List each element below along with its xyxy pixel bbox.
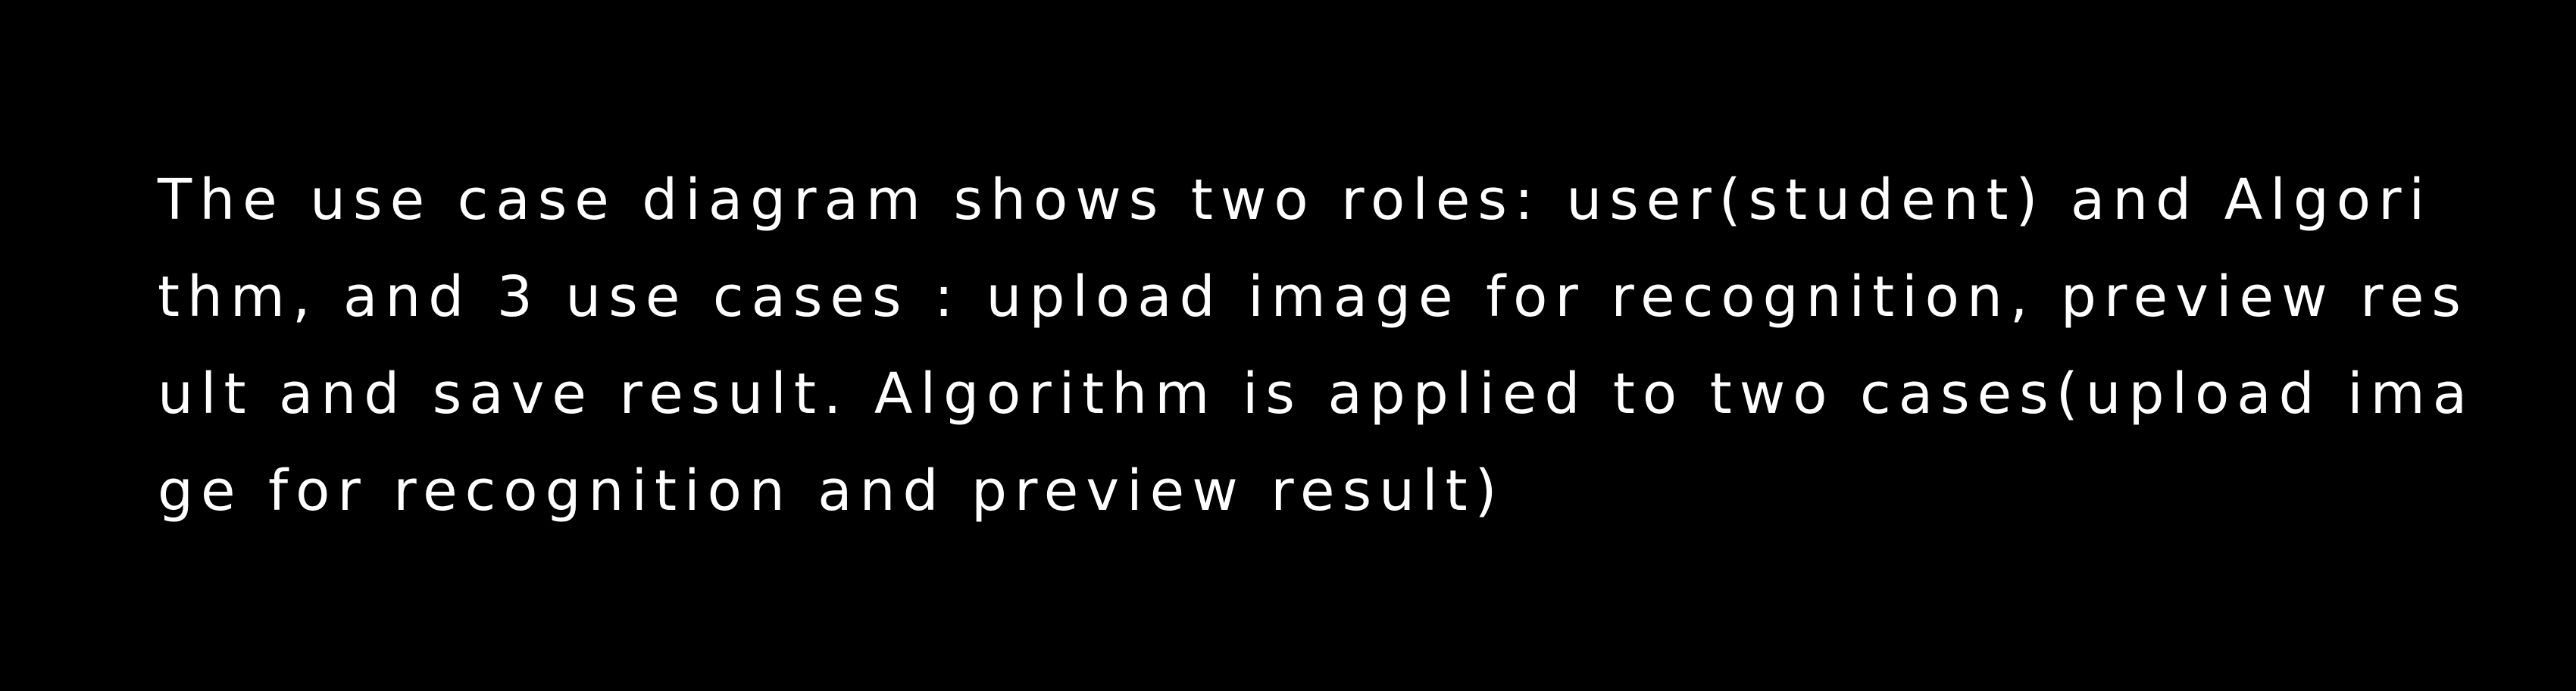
text-line-1: The use case diagram shows two roles: us… [158, 167, 2433, 233]
text-line-3: ult and save result. Algorithm is applie… [158, 361, 2475, 427]
text-line-2: thm, and 3 use cases : upload image for … [158, 264, 2468, 330]
text-line-4: ge for recognition and preview result) [158, 458, 1505, 524]
description-text: The use case diagram shows two roles: us… [158, 152, 2506, 539]
